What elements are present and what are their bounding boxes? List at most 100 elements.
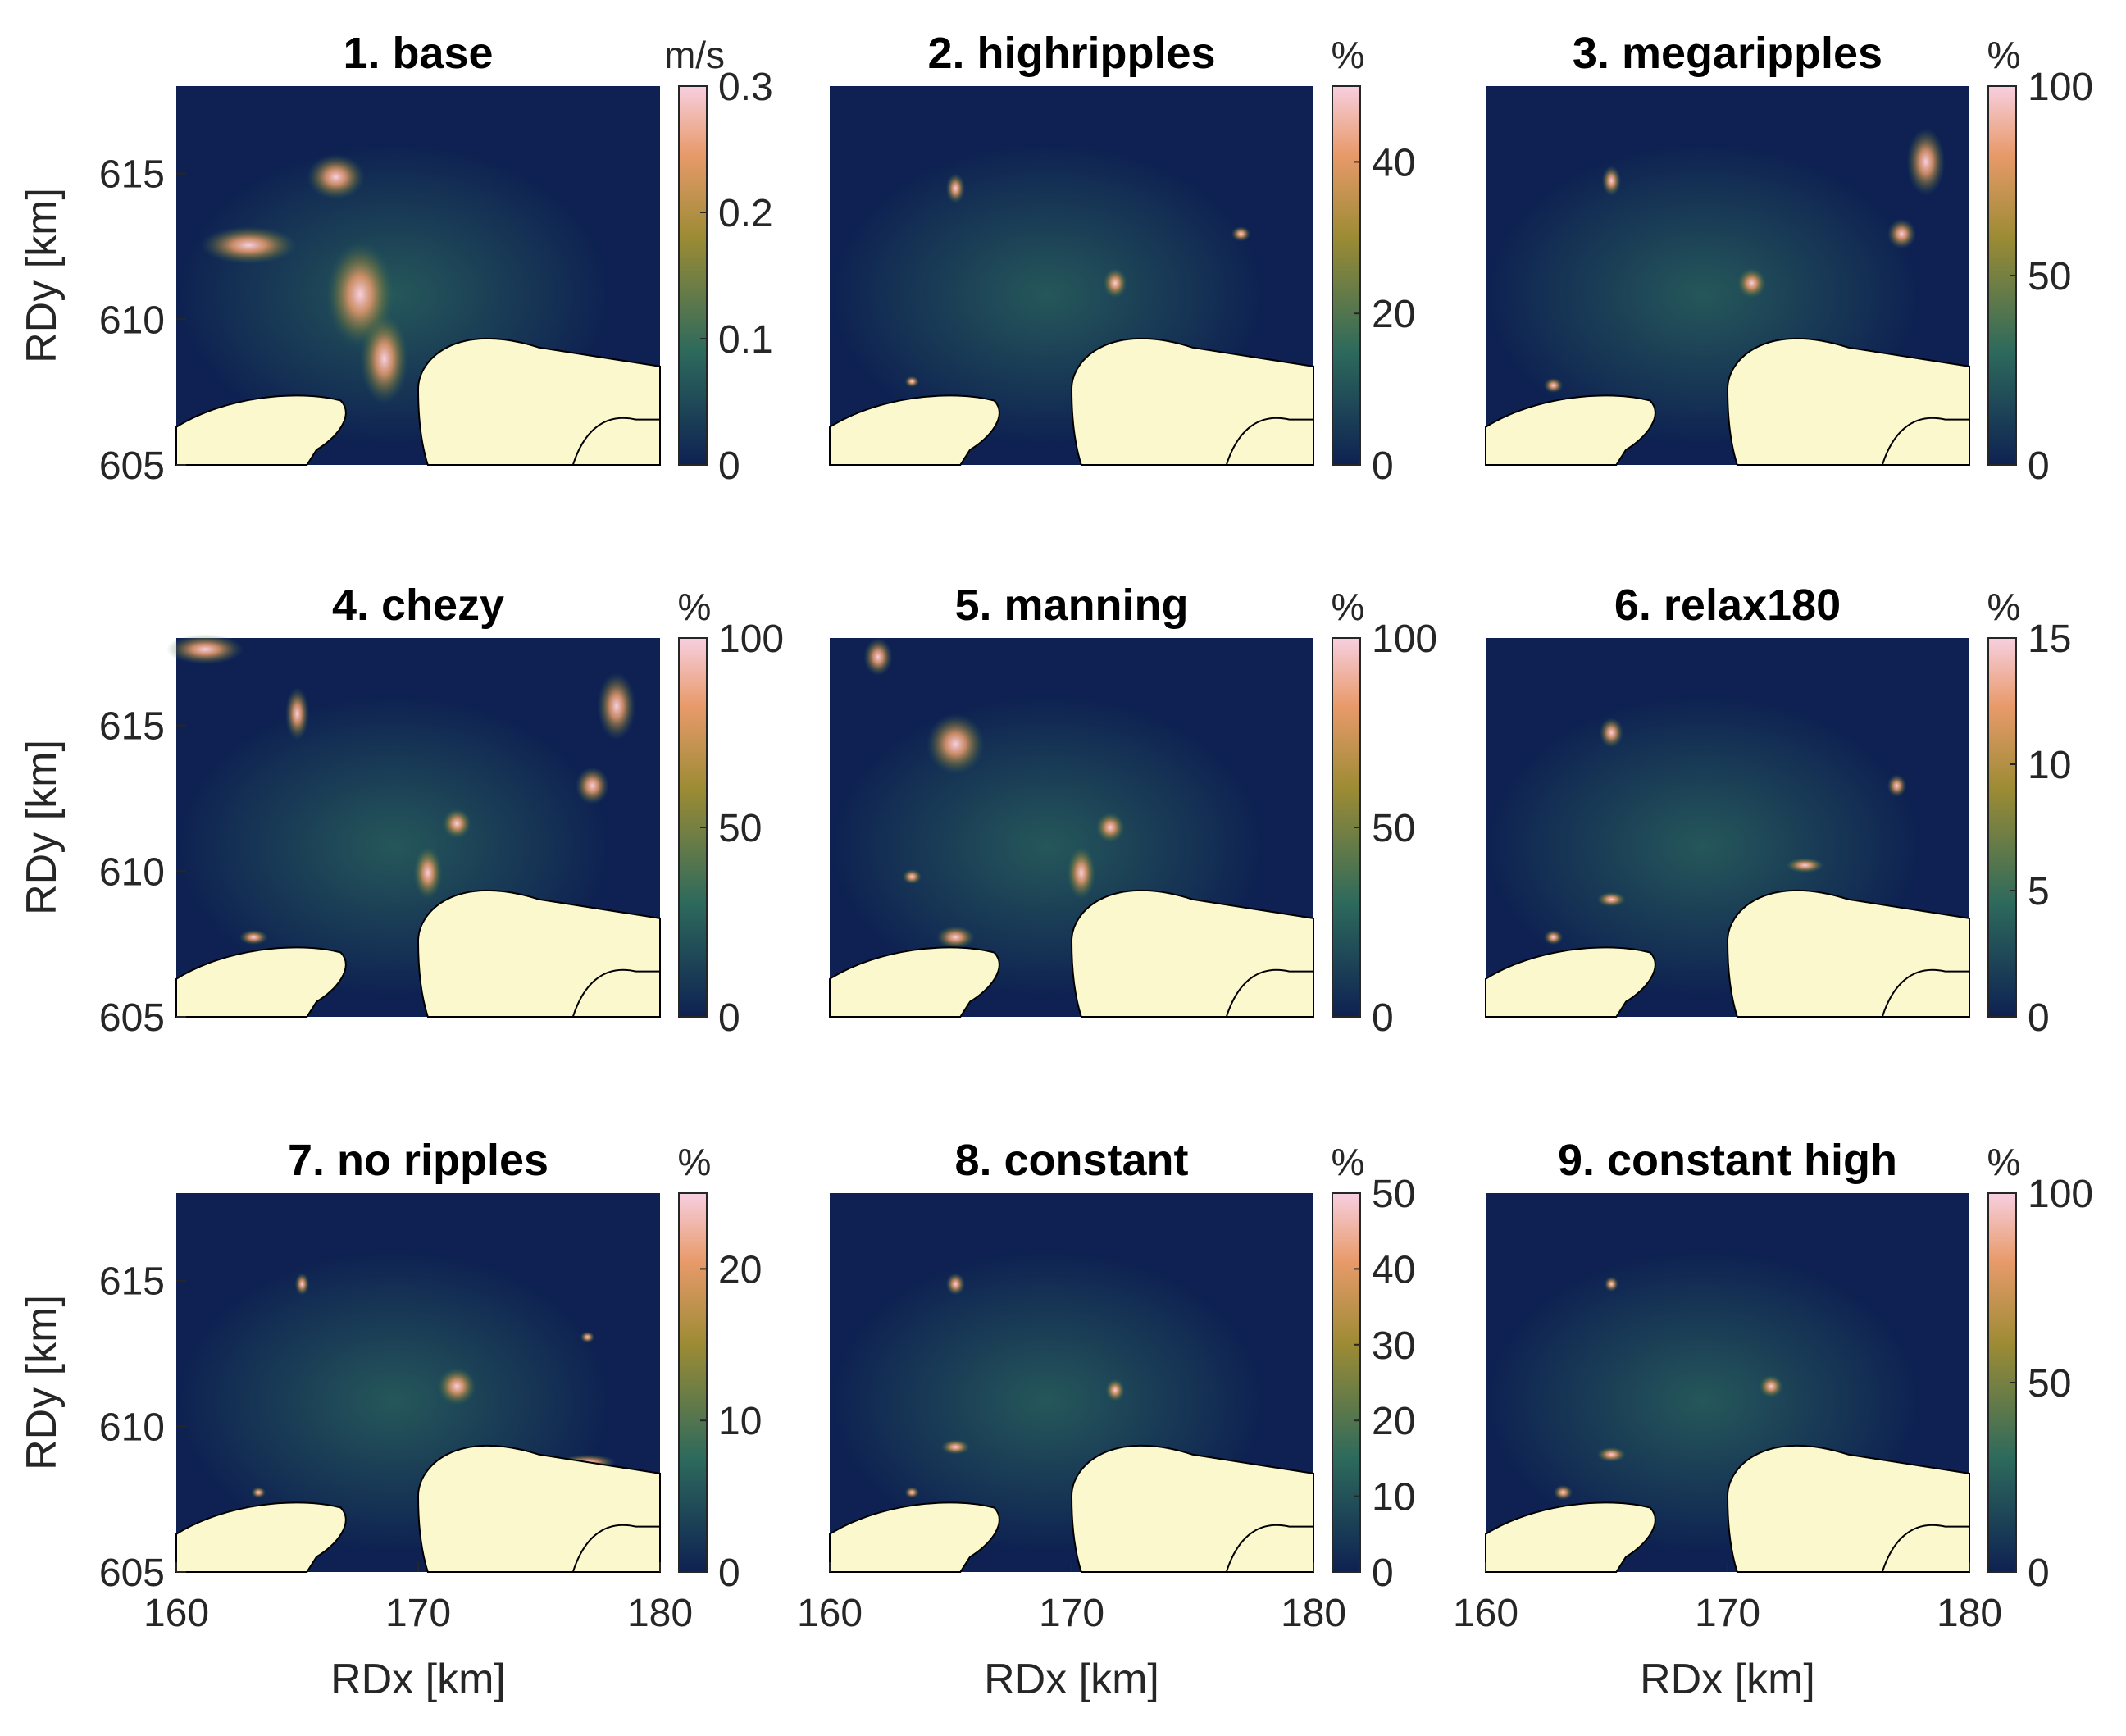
colorbar-unit: % bbox=[1987, 586, 2021, 628]
colorbar-tick-label: 0.3 bbox=[718, 66, 773, 109]
land-mass bbox=[571, 1524, 661, 1573]
heatmap-hotspot bbox=[413, 846, 443, 900]
land-mass bbox=[1881, 417, 1970, 466]
heatmap-hotspot bbox=[437, 1367, 476, 1406]
heatmap-hotspot bbox=[442, 808, 471, 839]
colorbar-unit: m/s bbox=[664, 34, 725, 76]
land-mass bbox=[829, 1501, 1000, 1573]
x-tick-label: 160 bbox=[797, 1592, 863, 1635]
colorbar-tick-label: 40 bbox=[1372, 141, 1415, 185]
heatmap-hotspot bbox=[1737, 267, 1767, 298]
y-axis-label: RDy [km] bbox=[18, 740, 66, 915]
heatmap-hotspot bbox=[1543, 377, 1564, 394]
y-tick-label: 605 bbox=[99, 996, 165, 1040]
land-mass bbox=[1485, 394, 1656, 466]
panel-9: 9. constant high 160 170 180 RDx [km] 0 50 100% bbox=[1453, 1136, 2093, 1703]
land-mass bbox=[829, 946, 1000, 1018]
colorbar-tick-label: 100 bbox=[2028, 66, 2093, 109]
land-mass bbox=[175, 394, 347, 466]
colorbar-tick-label: 100 bbox=[718, 617, 784, 661]
heatmap-hotspot bbox=[902, 868, 922, 885]
colorbar-tick-label: 0.1 bbox=[718, 318, 773, 362]
heatmap-hotspot bbox=[1543, 929, 1564, 945]
colorbar-tick-label: 10 bbox=[1372, 1476, 1415, 1520]
heatmap-hotspot bbox=[936, 926, 975, 949]
colorbar bbox=[678, 1192, 708, 1573]
colorbar-unit: % bbox=[1332, 586, 1365, 628]
colorbar-tick-label: 30 bbox=[1372, 1324, 1415, 1368]
heatmap-hotspot bbox=[1604, 1276, 1619, 1292]
heatmap-hotspot bbox=[200, 226, 298, 265]
panel-title: 9. constant high bbox=[1558, 1136, 1897, 1185]
heatmap-hotspot bbox=[285, 687, 310, 740]
heatmap-hotspot bbox=[1553, 1484, 1573, 1501]
heatmap-hotspot bbox=[1105, 1378, 1125, 1402]
heatmap-hotspot bbox=[863, 638, 893, 677]
y-tick-label: 605 bbox=[99, 444, 165, 488]
x-axis-label: RDx [km] bbox=[984, 1656, 1159, 1703]
colorbar-unit: % bbox=[678, 586, 712, 628]
heatmap-hotspot bbox=[1759, 1374, 1783, 1398]
colorbar-tick-label: 0 bbox=[1372, 444, 1394, 488]
land-mass bbox=[1485, 1501, 1656, 1573]
heatmap-hotspot bbox=[1231, 226, 1251, 242]
y-axis-label: RDy [km] bbox=[18, 188, 66, 363]
heatmap-hotspot bbox=[1095, 812, 1125, 843]
heatmap-hotspot bbox=[1601, 166, 1622, 196]
colorbar-tick-label: 0.2 bbox=[718, 192, 773, 235]
x-tick-label: 180 bbox=[627, 1592, 693, 1635]
panel-title: 6. relax180 bbox=[1614, 581, 1841, 630]
panel-1: 1. base 605 610 615 RDy [km] 0 0.1 0.2 0.3m/s bbox=[18, 29, 773, 488]
y-tick-label: 615 bbox=[99, 705, 165, 749]
heatmap-hotspot bbox=[945, 1273, 966, 1296]
heatmap-hotspot bbox=[166, 634, 244, 665]
x-tick-label: 180 bbox=[1937, 1592, 2002, 1635]
colorbar-tick-label: 10 bbox=[718, 1400, 762, 1443]
colorbar-tick-label: 0 bbox=[718, 444, 740, 488]
colorbar-tick-label: 50 bbox=[2028, 255, 2071, 298]
colorbar-tick-label: 0 bbox=[718, 1551, 740, 1595]
colorbar-tick-label: 20 bbox=[1372, 1400, 1415, 1443]
colorbar-tick-label: 5 bbox=[2028, 870, 2050, 914]
x-axis-label: RDx [km] bbox=[330, 1656, 506, 1703]
land-mass bbox=[1225, 968, 1314, 1018]
colorbar-unit: % bbox=[1987, 34, 2021, 76]
heatmap-hotspot bbox=[1887, 218, 1917, 249]
heatmap-hotspot bbox=[575, 767, 610, 805]
heatmap-hotspot bbox=[1596, 1447, 1627, 1463]
heatmap-hotspot bbox=[1599, 718, 1624, 748]
y-tick-label: 605 bbox=[99, 1551, 165, 1595]
panel-8: 8. constant 160 170 180 RDx [km] 0 10 20 30 40 50% bbox=[797, 1136, 1415, 1703]
panel-5: 5. manning 0 50 100% bbox=[829, 581, 1437, 1040]
colorbar bbox=[1332, 85, 1361, 466]
land-mass bbox=[571, 968, 661, 1018]
colorbar-tick-label: 40 bbox=[1372, 1248, 1415, 1292]
x-tick-label: 170 bbox=[385, 1592, 451, 1635]
colorbar bbox=[1987, 637, 2017, 1018]
colorbar-tick-label: 20 bbox=[718, 1248, 762, 1292]
heatmap-hotspot bbox=[360, 313, 409, 405]
colorbar-tick-label: 100 bbox=[2028, 1173, 2093, 1216]
land-mass bbox=[1225, 417, 1314, 466]
panel-title: 3. megaripples bbox=[1573, 29, 1882, 78]
panel-7: 7. no ripples 605 610 615 RDy [km] 160 170 180 R… bbox=[18, 1136, 762, 1703]
x-tick-label: 170 bbox=[1695, 1592, 1760, 1635]
x-tick-label: 160 bbox=[1453, 1592, 1518, 1635]
panel-title: 1. base bbox=[343, 29, 493, 78]
panel-title: 2. highripples bbox=[927, 29, 1215, 78]
colorbar-tick-label: 50 bbox=[2028, 1362, 2071, 1406]
x-tick-label: 160 bbox=[143, 1592, 209, 1635]
colorbar-tick-label: 50 bbox=[718, 807, 762, 850]
y-tick-label: 615 bbox=[99, 153, 165, 197]
colorbar-tick-label: 15 bbox=[2028, 617, 2071, 661]
heatmap-hotspot bbox=[1067, 846, 1096, 900]
land-mass bbox=[175, 946, 347, 1018]
heatmap-hotspot bbox=[294, 1273, 310, 1296]
panel-2: 2. highripples 0 20 40% bbox=[829, 29, 1415, 488]
colorbar-tick-label: 10 bbox=[2028, 744, 2071, 787]
colorbar-tick-label: 0 bbox=[718, 996, 740, 1040]
y-tick-label: 615 bbox=[99, 1260, 165, 1304]
land-mass bbox=[1881, 1524, 1970, 1573]
land-mass bbox=[175, 1501, 347, 1573]
heatmap-hotspot bbox=[1103, 267, 1127, 298]
